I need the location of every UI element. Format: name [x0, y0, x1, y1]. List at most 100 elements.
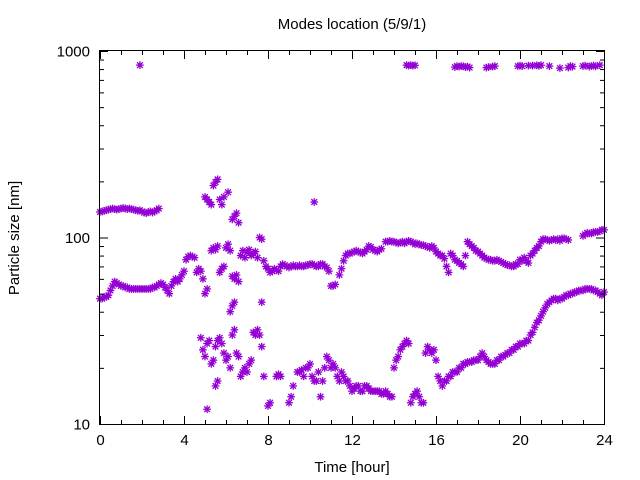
data-point [337, 264, 346, 273]
data-point [257, 235, 266, 243]
data-point [228, 331, 237, 339]
data-point [203, 405, 211, 414]
data-point [136, 61, 144, 69]
data-point [299, 372, 308, 381]
data-point [413, 387, 421, 396]
data-point [253, 325, 262, 334]
data-point [243, 368, 251, 376]
data-point [215, 333, 224, 342]
plot-frame [99, 50, 605, 425]
x-tick-label: 8 [264, 432, 272, 449]
data-point [331, 280, 340, 289]
data-point [234, 277, 243, 286]
data-point [394, 352, 403, 361]
data-point [444, 268, 453, 277]
x-tick-label: 12 [344, 432, 361, 449]
x-tick-label: 4 [180, 432, 188, 449]
data-point [259, 372, 268, 381]
data-point [251, 247, 260, 256]
data-point [318, 377, 327, 385]
data-point [568, 62, 577, 71]
data-point [201, 352, 209, 361]
data-point [440, 254, 449, 263]
data-point [461, 251, 470, 260]
data-point [325, 267, 333, 276]
data-point [196, 267, 205, 276]
data-point [406, 398, 415, 407]
data-point [388, 392, 396, 401]
data-point [234, 352, 243, 361]
data-point [257, 342, 266, 351]
data-point [226, 307, 235, 316]
data-point [289, 382, 298, 390]
data-point [220, 262, 228, 271]
data-point [259, 256, 268, 265]
data-point [203, 285, 211, 293]
data-point [211, 342, 220, 351]
data-point [232, 349, 241, 357]
y-axis-label: Particle size [nm] [6, 181, 23, 295]
data-point [335, 271, 344, 279]
y-tick-label: 1000 [57, 44, 90, 61]
data-point [306, 360, 314, 368]
data-point [199, 275, 207, 283]
data-point [213, 242, 222, 250]
x-tick-label: 16 [428, 432, 445, 449]
data-point [432, 356, 440, 364]
data-point [310, 198, 319, 206]
data-point [165, 289, 174, 298]
data-point [253, 253, 262, 262]
data-point [545, 62, 554, 70]
x-axis-label: Time [hour] [314, 459, 389, 476]
data-point [465, 63, 474, 72]
data-point [217, 339, 226, 348]
data-point [390, 364, 398, 372]
data-point [224, 188, 232, 197]
data-point [430, 345, 438, 354]
data-point [556, 64, 564, 72]
chart-title: Modes location (5/9/1) [278, 16, 426, 33]
data-point [320, 364, 329, 372]
data-point [180, 267, 188, 276]
data-point [331, 364, 340, 372]
data-point [595, 61, 604, 69]
data-points [96, 61, 608, 414]
data-point [199, 345, 207, 354]
x-tick-label: 0 [96, 432, 104, 449]
y-tick-label: 10 [73, 417, 90, 434]
data-point [312, 377, 321, 385]
data-point [230, 325, 239, 334]
data-point [247, 356, 256, 364]
data-point [230, 298, 239, 307]
data-point [411, 61, 419, 70]
data-point [224, 352, 232, 361]
axis-ticks: 0 4 8 12 16 20 24 10 100 1000 [57, 44, 613, 450]
data-point [226, 246, 235, 255]
data-point [224, 240, 232, 249]
data-point [404, 339, 413, 348]
data-point [232, 209, 241, 218]
data-point [316, 392, 325, 401]
data-point [285, 398, 293, 407]
data-point [442, 262, 451, 271]
data-point [415, 392, 424, 401]
data-point [266, 398, 274, 407]
data-point [207, 200, 216, 209]
data-point [196, 333, 205, 342]
data-point [234, 218, 243, 227]
data-point [537, 61, 545, 69]
data-point [154, 204, 163, 213]
data-point [537, 312, 545, 320]
data-point [314, 368, 323, 376]
data-point [490, 62, 499, 70]
data-point [217, 200, 226, 209]
data-point [377, 244, 386, 253]
data-point [209, 356, 218, 364]
data-point [205, 336, 214, 345]
data-point [220, 193, 228, 201]
data-point [213, 175, 222, 184]
data-point [459, 262, 468, 271]
data-point [230, 212, 239, 221]
x-tick-label: 20 [512, 432, 529, 449]
